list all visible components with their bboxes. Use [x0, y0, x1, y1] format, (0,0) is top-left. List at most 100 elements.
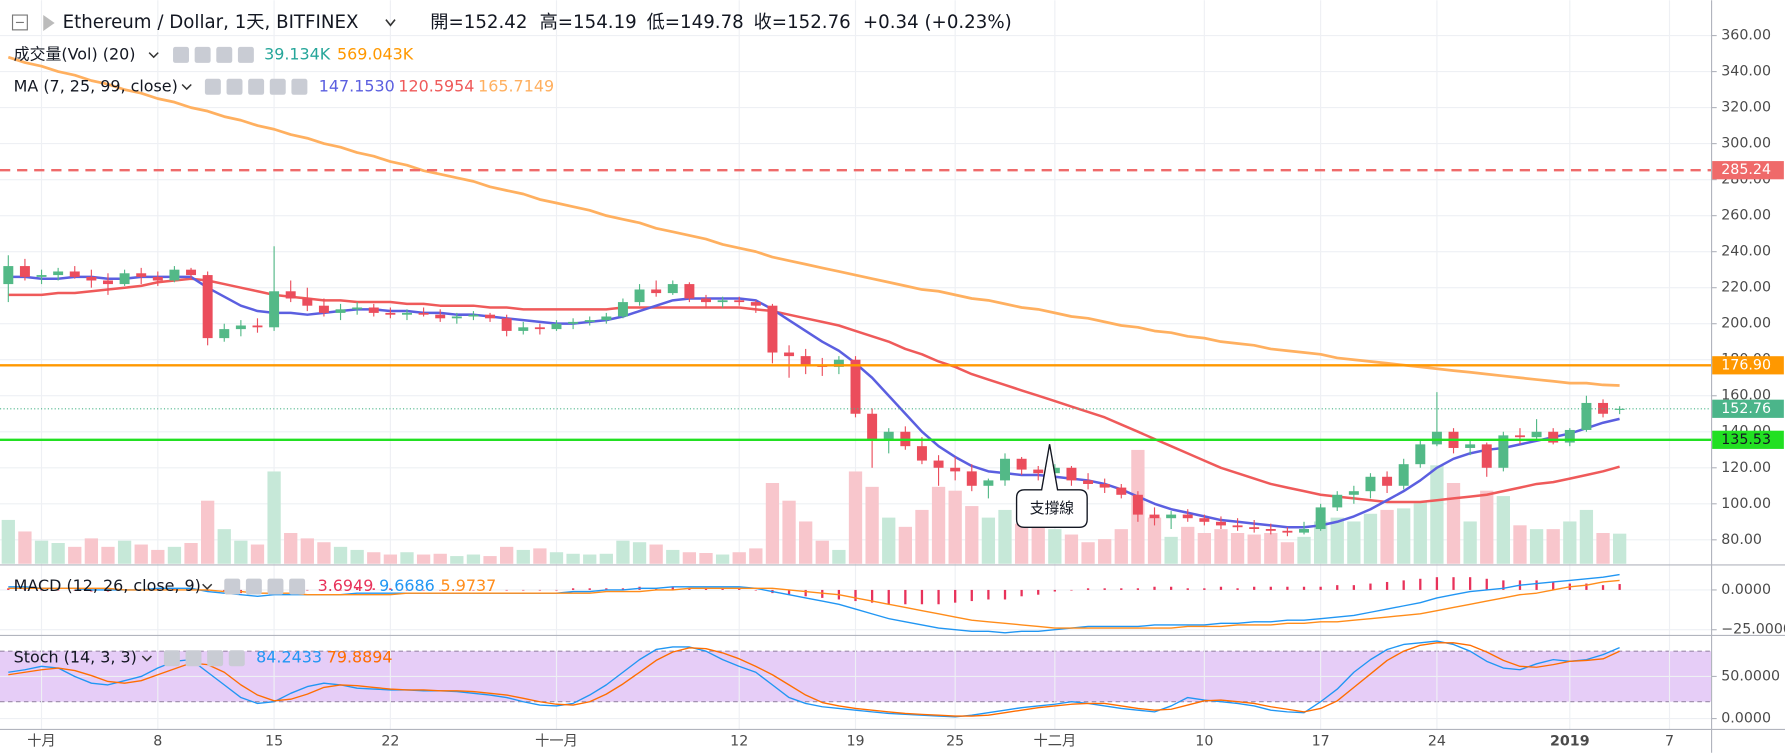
- x-tick-label: 24: [1428, 733, 1446, 749]
- volume-bar: [284, 532, 298, 564]
- volume-bar: [317, 542, 331, 564]
- candle-body: [435, 314, 446, 319]
- macd-histogram-bar: [1269, 586, 1272, 590]
- candle-body: [1598, 402, 1609, 414]
- volume-value: 39.134K: [264, 44, 331, 63]
- macd-signal-value: 5.9737: [441, 576, 497, 595]
- button[interactable]: [173, 46, 189, 63]
- dropdown-chevron[interactable]: [141, 655, 152, 662]
- volume-bar: [1014, 523, 1029, 564]
- macd-histogram-bar: [1535, 580, 1538, 590]
- macd-line: [8, 573, 1620, 634]
- macd-histogram-bar: [1053, 589, 1056, 592]
- button[interactable]: [248, 78, 265, 95]
- button[interactable]: [185, 650, 202, 667]
- candle-body: [1581, 402, 1592, 430]
- macd-histogram-bar: [223, 589, 226, 592]
- button[interactable]: [237, 46, 254, 63]
- candle-body: [983, 480, 994, 486]
- volume-bar: [915, 509, 929, 564]
- macd-histogram-bar: [389, 588, 392, 590]
- candle-body: [551, 323, 562, 330]
- last-price-label: 152.76: [1721, 401, 1771, 417]
- volume-bar: [383, 554, 398, 564]
- macd-histogram-bar: [688, 588, 691, 590]
- candle-body: [1431, 431, 1442, 445]
- button[interactable]: [269, 78, 286, 95]
- candle-body: [53, 271, 64, 276]
- volume-bar: [1612, 533, 1627, 564]
- macd-histogram-bar: [1352, 585, 1355, 590]
- candle-body: [767, 305, 778, 353]
- candle-body: [784, 352, 795, 357]
- macd-histogram-bar: [588, 588, 591, 590]
- candle-body: [302, 298, 313, 306]
- y-tick-label: 360.00: [1721, 28, 1771, 44]
- button[interactable]: [204, 78, 221, 95]
- dropdown-chevron[interactable]: [202, 583, 213, 590]
- volume-bar: [1430, 465, 1444, 564]
- candle-body: [202, 275, 213, 339]
- indicator-buttons: [163, 46, 308, 667]
- collapse-icon[interactable]: [11, 14, 28, 31]
- dropdown-chevron[interactable]: [148, 52, 159, 59]
- candle-body: [1382, 476, 1393, 486]
- volume-bar: [782, 500, 796, 564]
- ohlc-low: 低=149.78: [647, 12, 744, 33]
- button[interactable]: [291, 78, 308, 95]
- y-tick-label: 240.00: [1721, 244, 1771, 260]
- volume-bar: [217, 529, 231, 564]
- candle-body: [269, 291, 280, 328]
- volume-bar: [18, 531, 32, 564]
- volume-bar: [184, 542, 198, 564]
- volume-bar: [549, 552, 564, 564]
- volume-bar: [1313, 521, 1328, 564]
- y-tick-label: 100.00: [1721, 496, 1771, 512]
- button[interactable]: [245, 578, 262, 595]
- button[interactable]: [224, 578, 241, 595]
- button[interactable]: [216, 46, 233, 63]
- candle-body: [933, 460, 944, 468]
- candle-body: [136, 273, 147, 277]
- dropdown-chevron[interactable]: [385, 19, 396, 27]
- button[interactable]: [163, 650, 180, 667]
- macd-histogram-bar: [472, 589, 475, 591]
- y-tick-label: 200.00: [1721, 316, 1771, 332]
- dropdown-chevron[interactable]: [181, 83, 192, 91]
- candle-body: [285, 291, 296, 299]
- macd-histogram-bar: [1319, 586, 1322, 590]
- button[interactable]: [267, 578, 284, 595]
- macd-histogram-bar: [1502, 580, 1505, 590]
- volume-bar: [1264, 532, 1278, 564]
- macd-histogram-bar: [1286, 586, 1289, 590]
- button[interactable]: [228, 650, 245, 667]
- macd-histogram-bar: [522, 589, 525, 591]
- x-tick-label: 十月: [27, 732, 55, 749]
- volume-bar: [931, 486, 946, 564]
- macd-histogram-bar: [904, 589, 907, 605]
- candle-body: [19, 266, 30, 277]
- y-tick-label: 320.00: [1721, 100, 1771, 116]
- candle-body: [916, 446, 927, 461]
- candle-body: [1215, 521, 1226, 526]
- candle-body: [518, 327, 529, 331]
- button[interactable]: [194, 46, 211, 63]
- button[interactable]: [226, 78, 243, 95]
- button[interactable]: [207, 650, 224, 667]
- volume-bar: [68, 546, 82, 564]
- volume-bar: [1380, 509, 1394, 564]
- volume-bar: [666, 549, 680, 564]
- volume-bar: [765, 483, 780, 564]
- volume-bar: [1280, 542, 1295, 564]
- macd-histogram-bar: [57, 589, 60, 591]
- button[interactable]: [289, 578, 306, 595]
- volume-bar: [1413, 502, 1427, 564]
- macd-histogram-bar: [937, 589, 940, 605]
- y-tick-label: 300.00: [1721, 136, 1771, 152]
- candle-body: [667, 284, 678, 294]
- macd-hist-value: 3.6949: [318, 576, 374, 595]
- macd-histogram-bar: [1003, 589, 1007, 600]
- x-tick-label: 25: [946, 733, 964, 749]
- volume-bar: [699, 552, 713, 564]
